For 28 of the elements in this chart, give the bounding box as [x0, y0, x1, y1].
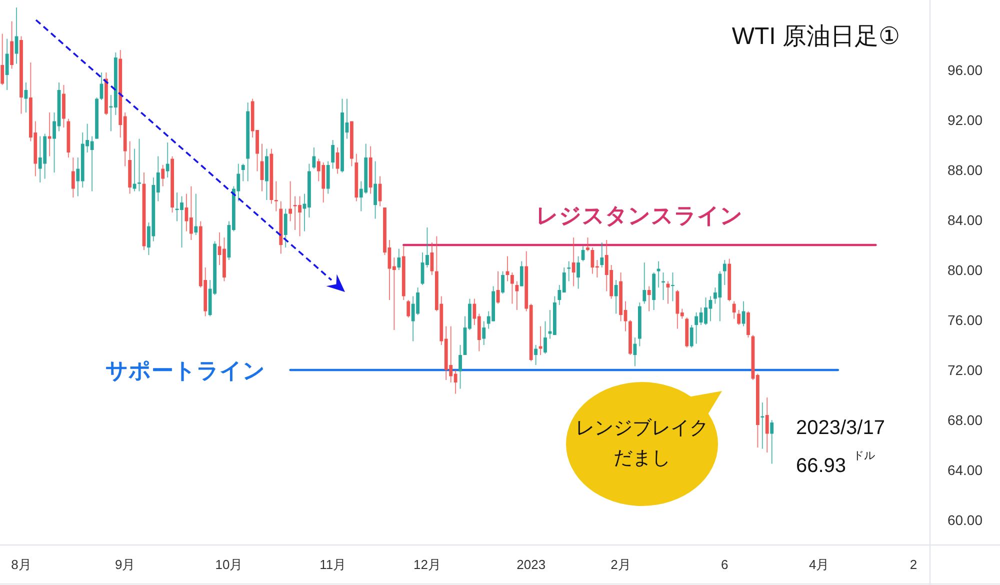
annotation: ドル [853, 450, 875, 462]
series-label: サポートライン [105, 358, 266, 383]
annotation: 66.93 [796, 455, 846, 477]
y-tick-label: 68.00 [947, 412, 983, 428]
x-tick-label: 11月 [320, 557, 346, 572]
x-tick-label: 2月 [610, 557, 631, 572]
text: WTI 原油日足① [732, 23, 900, 50]
x-tick-label: 12月 [414, 557, 441, 572]
y-tick-label: 84.00 [947, 212, 983, 228]
annotation: レンジブレイク [576, 418, 708, 439]
x-tick-label: 6 [721, 557, 728, 572]
y-tick-label: 72.00 [947, 362, 983, 378]
y-tick-label: 60.00 [947, 512, 983, 528]
x-tick-label: 2 [910, 557, 918, 572]
x-tick-label: 2023 [516, 557, 546, 572]
x-tick-label: 10月 [215, 557, 243, 572]
x-tick-label: 4月 [808, 557, 830, 572]
y-tick-label: 96.00 [947, 62, 983, 78]
y-tick-label: 92.00 [947, 112, 983, 128]
x-tick-label: 8月 [11, 557, 32, 572]
y-tick-label: 76.00 [947, 312, 983, 328]
y-tick-label: 88.00 [947, 162, 983, 178]
annotation: だまし [614, 448, 670, 469]
y-tick-label: 64.00 [947, 462, 983, 478]
x-tick-label: 9月 [114, 557, 136, 572]
series-label: レジスタンスライン [536, 203, 744, 228]
annotation: 2023/3/17 [796, 417, 885, 439]
y-tick-label: 80.00 [947, 262, 983, 278]
